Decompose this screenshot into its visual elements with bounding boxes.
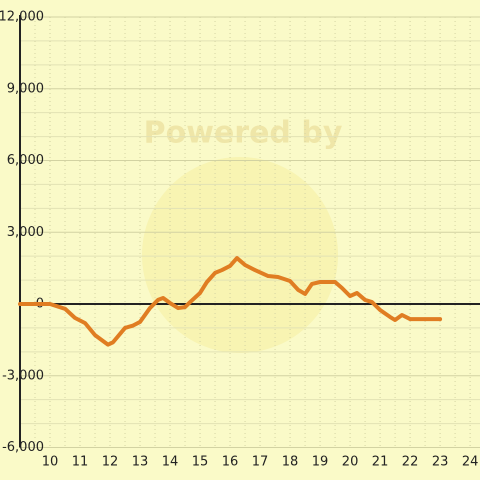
x-tick-label: 17 <box>252 455 269 470</box>
x-tick-label: 13 <box>132 455 149 470</box>
y-tick-label: -3,000 <box>2 368 44 383</box>
x-tick-label: 21 <box>372 455 389 470</box>
x-tick-label: 11 <box>72 455 89 470</box>
y-tick-label: -6,000 <box>2 440 44 455</box>
y-tick-label: 6,000 <box>7 153 44 168</box>
x-tick-label: 18 <box>282 455 299 470</box>
x-tick-label: 24 <box>462 455 479 470</box>
y-tick-label: 3,000 <box>7 225 44 240</box>
x-tick-label: 22 <box>402 455 419 470</box>
x-tick-label: 12 <box>102 455 119 470</box>
x-tick-label: 14 <box>162 455 179 470</box>
x-tick-label: 15 <box>192 455 209 470</box>
watermark: Powered by <box>144 116 343 151</box>
y-tick-label: 9,000 <box>7 81 44 96</box>
x-tick-label: 19 <box>312 455 329 470</box>
series-line <box>18 256 443 347</box>
y-tick-label: 12,000 <box>0 10 44 25</box>
x-tick-label: 23 <box>432 455 449 470</box>
x-tick-label: 10 <box>42 455 59 470</box>
watermark-logo <box>142 157 338 353</box>
x-tick-label: 16 <box>222 455 239 470</box>
x-tick-label: 20 <box>342 455 359 470</box>
